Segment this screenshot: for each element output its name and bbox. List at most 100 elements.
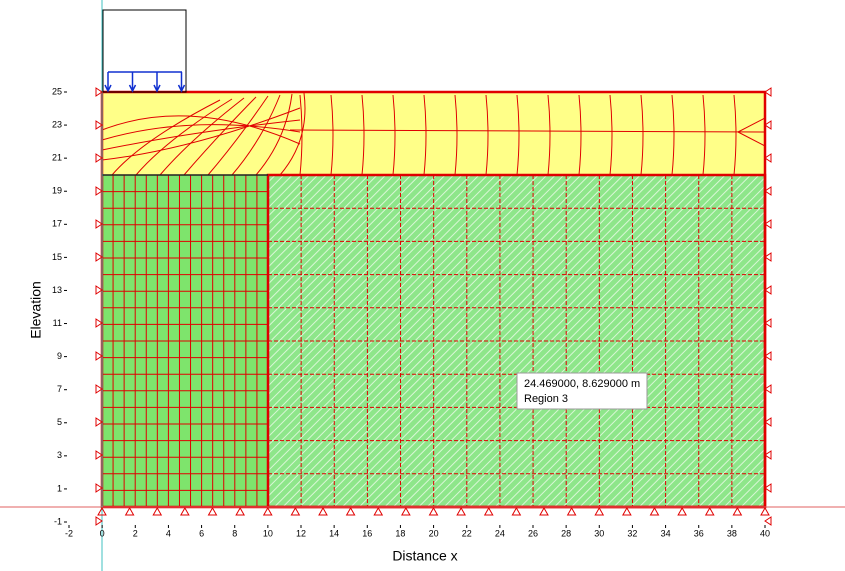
- boundary-condition: [95, 450, 103, 460]
- mesh-line: [183, 96, 257, 176]
- tooltip-region: Region 3: [524, 393, 568, 405]
- boundary-condition: [732, 506, 743, 516]
- load-arrow: [128, 72, 137, 93]
- boundary-condition: [511, 506, 522, 516]
- mesh-line: [279, 92, 306, 176]
- boundary-condition: [764, 318, 772, 328]
- x-tick-label: 10: [263, 528, 273, 538]
- boundary-condition: [456, 506, 466, 516]
- boundary-condition: [622, 506, 632, 516]
- mesh-line: [609, 94, 613, 176]
- mesh-line: [454, 94, 458, 176]
- mesh-line: [101, 107, 301, 161]
- boundary-condition: [539, 506, 549, 516]
- boundary-condition: [95, 384, 103, 394]
- boundary-condition: [95, 186, 103, 196]
- mesh-line: [547, 94, 551, 176]
- boundary-condition: [483, 506, 494, 516]
- y-tick-label: 19: [52, 186, 62, 196]
- x-tick-label: 12: [296, 528, 306, 538]
- mesh-line: [640, 94, 644, 176]
- x-tick-label: 40: [760, 528, 770, 538]
- boundary-condition: [566, 506, 577, 516]
- boundary-condition: [95, 417, 103, 427]
- x-tick-label: 14: [329, 528, 339, 538]
- mesh-line: [737, 117, 766, 147]
- mesh-line: [423, 94, 427, 176]
- load-box: [102, 9, 187, 93]
- boundary-condition: [764, 351, 772, 361]
- boundary-condition: [764, 483, 772, 493]
- mesh-line: [159, 97, 245, 176]
- x-axis-label: Distance x: [392, 548, 457, 564]
- boundary-condition: [764, 252, 772, 262]
- y-tick-label: 7: [57, 384, 62, 394]
- boundary-condition: [262, 506, 273, 516]
- mesh-line: [101, 115, 301, 145]
- boundary-condition: [95, 219, 103, 229]
- boundary-condition: [95, 252, 103, 262]
- boundary-condition: [124, 506, 135, 516]
- x-tick-label: 32: [627, 528, 637, 538]
- mesh-line: [111, 99, 221, 176]
- x-tick-label: 6: [199, 528, 204, 538]
- boundary-condition: [649, 506, 660, 516]
- boundary-condition: [401, 506, 411, 516]
- x-tick-label: 24: [495, 528, 505, 538]
- load-arrow: [153, 72, 161, 93]
- y-tick-label: 1: [57, 483, 62, 493]
- boundary-condition: [95, 153, 103, 163]
- boundary-condition: [764, 120, 772, 130]
- boundary-condition: [764, 219, 772, 229]
- x-tick-label: 28: [561, 528, 571, 538]
- y-tick-label: -1: [54, 516, 62, 526]
- boundary-condition: [95, 87, 103, 97]
- x-tick-label: 30: [594, 528, 604, 538]
- boundary-condition: [95, 285, 103, 295]
- y-tick-label: 23: [52, 119, 62, 129]
- x-tick-label: -2: [65, 528, 73, 538]
- mesh-line: [255, 93, 293, 176]
- tooltip-box: [516, 372, 648, 410]
- mesh-line: [485, 94, 489, 176]
- mesh-line: [516, 94, 520, 176]
- boundary-condition: [95, 516, 103, 526]
- boundary-condition: [95, 483, 103, 493]
- y-tick-label: 15: [52, 252, 62, 262]
- mesh-line: [231, 94, 281, 176]
- boundary-condition: [764, 186, 772, 196]
- boundary-condition: [152, 506, 163, 516]
- y-tick-label: 13: [52, 285, 62, 295]
- mesh-line: [289, 129, 766, 133]
- x-tick-label: 22: [462, 528, 472, 538]
- boundary-condition: [764, 153, 772, 163]
- boundary-condition: [428, 506, 439, 516]
- boundary-condition: [180, 506, 190, 516]
- boundary-condition: [95, 318, 103, 328]
- mesh-line: [578, 94, 582, 176]
- y-tick-label: 21: [52, 153, 62, 163]
- boundary-condition: [764, 516, 772, 526]
- y-tick-label: 3: [57, 450, 62, 460]
- y-tick-label: 11: [53, 318, 62, 328]
- tooltip-coordinates: 24.469000, 8.629000 m: [524, 378, 640, 390]
- boundary-condition: [760, 506, 770, 516]
- x-tick-label: 0: [100, 528, 105, 538]
- mesh-line: [207, 95, 269, 176]
- mesh-line: [733, 94, 737, 176]
- y-tick-label: 17: [52, 219, 62, 229]
- x-tick-label: 4: [166, 528, 171, 538]
- boundary-condition: [764, 87, 772, 97]
- x-tick-label: 16: [362, 528, 372, 538]
- boundary-condition: [345, 506, 356, 516]
- x-tick-label: 26: [528, 528, 538, 538]
- boundary-condition: [207, 506, 218, 516]
- boundary-condition: [677, 506, 687, 516]
- x-tick-label: 8: [232, 528, 237, 538]
- mesh-line: [330, 94, 334, 176]
- boundary-condition: [764, 450, 772, 460]
- boundary-condition: [594, 506, 605, 516]
- y-tick-label: 5: [57, 417, 62, 427]
